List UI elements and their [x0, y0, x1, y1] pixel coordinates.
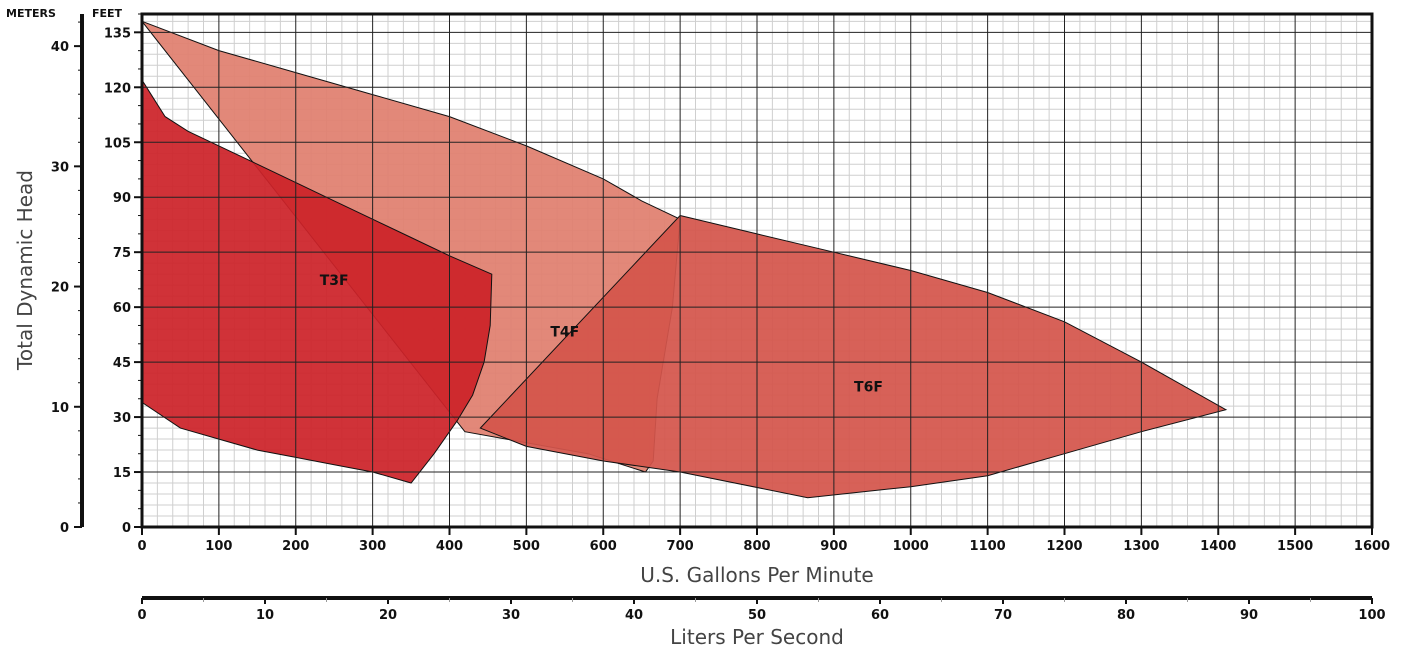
x-tick-label-gpm: 1000: [893, 539, 929, 554]
region-labels: T4F T6F T3F: [320, 273, 883, 395]
y-tick-label-feet: 30: [113, 411, 131, 426]
x-tick-label-lps: 80: [1117, 608, 1135, 623]
x-tick-label-gpm: 400: [436, 539, 463, 554]
y-tick-label-feet: 90: [113, 191, 131, 206]
x-tick-label-lps: 20: [379, 608, 397, 623]
performance-regions: [140, 20, 1228, 499]
x-tick-label-lps: 10: [256, 608, 274, 623]
x-tick-label-lps: 30: [502, 608, 520, 623]
y-axis-feet: 0 15 30 45 60 75 90 105 120 135: [104, 13, 142, 536]
region-label-t6f: T6F: [854, 379, 883, 395]
y-tick-label-meters: 10: [51, 401, 69, 416]
x-tick-label-lps: 50: [748, 608, 766, 623]
x-tick-label-lps: 70: [994, 608, 1012, 623]
x-tick-label-gpm: 0: [137, 539, 146, 554]
x-axis-title-lps: Liters Per Second: [670, 625, 844, 649]
x-tick-label-gpm: 500: [513, 539, 540, 554]
unit-label-feet: FEET: [92, 7, 123, 20]
x-tick-label-gpm: 1400: [1200, 539, 1236, 554]
y-axis-meters: 0 10 20 30 40: [51, 14, 84, 536]
y-tick-label-meters: 20: [51, 281, 69, 296]
y-tick-label-meters: 30: [51, 160, 69, 175]
x-tick-label-gpm: 1300: [1123, 539, 1159, 554]
region-label-t3f: T3F: [320, 273, 349, 289]
x-tick-label-gpm: 1500: [1277, 539, 1313, 554]
x-tick-label-gpm: 900: [820, 539, 847, 554]
x-tick-label-gpm: 700: [667, 539, 694, 554]
x-tick-label-gpm: 300: [359, 539, 386, 554]
x-tick-label-gpm: 200: [282, 539, 309, 554]
x-tick-label-lps: 40: [625, 608, 643, 623]
y-tick-label-feet: 75: [113, 246, 131, 261]
unit-label-meters: METERS: [6, 7, 56, 20]
x-tick-label-gpm: 1600: [1354, 539, 1390, 554]
x-tick-label-lps: 0: [137, 608, 146, 623]
y-tick-label-meters: 0: [60, 521, 69, 536]
x-tick-label-lps: 90: [1240, 608, 1258, 623]
x-tick-label-gpm: 1200: [1046, 539, 1082, 554]
y-tick-label-feet: 105: [104, 136, 131, 151]
y-tick-label-meters: 40: [51, 40, 69, 55]
region-t3f: [141, 78, 493, 484]
region-t6f: [479, 214, 1228, 499]
y-tick-label-feet: 135: [104, 26, 131, 41]
x-axis-lps: 0 10 20 30 40 50 60 70 80 90 100: [137, 596, 1386, 623]
major-grid: [141, 14, 1373, 528]
y-axis-title: Total Dynamic Head: [13, 170, 37, 371]
y-tick-label-feet: 60: [113, 301, 131, 316]
y-tick-label-feet: 45: [113, 356, 131, 371]
x-tick-label-lps: 60: [871, 608, 889, 623]
y-tick-label-feet: 0: [122, 521, 131, 536]
x-axis-gpm: 0 100 200 300 400 500 600 700 800 900 1000 1100 1200…: [137, 527, 1390, 554]
x-tick-label-lps: 100: [1358, 608, 1385, 623]
y-tick-label-feet: 120: [104, 81, 131, 96]
x-axis-title-gpm: U.S. Gallons Per Minute: [640, 563, 874, 587]
region-label-t4f: T4F: [550, 324, 579, 340]
y-tick-label-feet: 15: [113, 466, 131, 481]
x-tick-label-gpm: 800: [743, 539, 770, 554]
x-tick-label-gpm: 100: [205, 539, 232, 554]
x-tick-label-gpm: 1100: [970, 539, 1006, 554]
x-tick-label-gpm: 600: [590, 539, 617, 554]
